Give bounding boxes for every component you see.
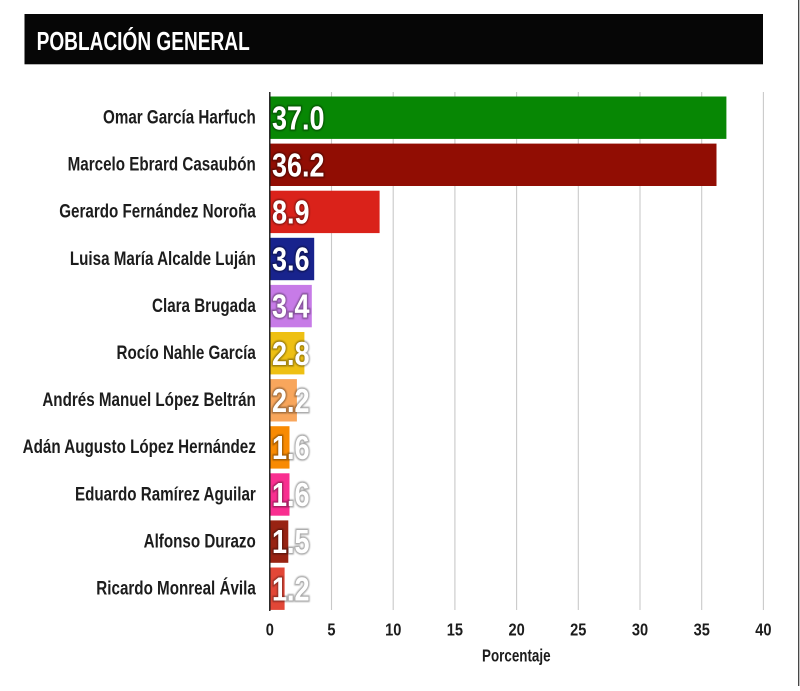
svg-text:3.4: 3.4 <box>272 289 310 325</box>
svg-text:3.4: 3.4 <box>272 289 310 325</box>
svg-text:1.2: 1.2 <box>272 572 310 608</box>
svg-text:2.8: 2.8 <box>272 336 310 372</box>
svg-text:40: 40 <box>755 621 771 639</box>
svg-text:8.9: 8.9 <box>272 195 310 231</box>
svg-text:Andrés Manuel López Beltrán: Andrés Manuel López Beltrán <box>42 388 255 410</box>
svg-text:5: 5 <box>327 621 335 639</box>
svg-text:1.5: 1.5 <box>272 525 310 561</box>
svg-text:2.2: 2.2 <box>272 383 310 419</box>
svg-text:Gerardo Fernández Noroña: Gerardo Fernández Noroña <box>59 200 256 222</box>
svg-text:10: 10 <box>385 621 401 639</box>
svg-text:30: 30 <box>632 621 648 639</box>
svg-text:35: 35 <box>694 621 710 639</box>
svg-text:1.5: 1.5 <box>272 525 310 561</box>
svg-text:Adán Augusto López Hernández: Adán Augusto López Hernández <box>23 435 256 457</box>
svg-text:Omar García Harfuch: Omar García Harfuch <box>103 106 256 128</box>
svg-text:Luisa María Alcalde Luján: Luisa María Alcalde Luján <box>70 247 256 269</box>
svg-text:1.6: 1.6 <box>272 430 310 466</box>
svg-text:20: 20 <box>508 621 524 639</box>
svg-text:36.2: 36.2 <box>272 148 325 184</box>
svg-text:Rocío Nahle García: Rocío Nahle García <box>117 341 257 363</box>
svg-text:Porcentaje: Porcentaje <box>482 647 551 666</box>
svg-text:36.2: 36.2 <box>272 148 325 184</box>
svg-text:1.2: 1.2 <box>272 572 310 608</box>
svg-text:Clara Brugada: Clara Brugada <box>152 294 256 316</box>
svg-text:25: 25 <box>570 621 586 639</box>
svg-text:1.6: 1.6 <box>272 430 310 466</box>
svg-text:8.9: 8.9 <box>272 195 310 231</box>
svg-text:2.2: 2.2 <box>272 383 310 419</box>
svg-text:Ricardo Monreal Ávila: Ricardo Monreal Ávila <box>96 577 256 599</box>
svg-text:POBLACIÓN GENERAL: POBLACIÓN GENERAL <box>37 26 250 56</box>
svg-text:1.6: 1.6 <box>272 478 310 514</box>
svg-text:Alfonso Durazo: Alfonso Durazo <box>144 530 256 552</box>
svg-text:0: 0 <box>266 621 274 639</box>
svg-text:3.6: 3.6 <box>272 242 310 278</box>
svg-text:15: 15 <box>447 621 463 639</box>
svg-text:Eduardo Ramírez Aguilar: Eduardo Ramírez Aguilar <box>75 483 256 505</box>
svg-text:3.6: 3.6 <box>272 242 310 278</box>
svg-text:1.6: 1.6 <box>272 478 310 514</box>
svg-text:Marcelo Ebrard Casaubón: Marcelo Ebrard Casaubón <box>68 153 256 175</box>
svg-text:2.8: 2.8 <box>272 336 310 372</box>
svg-text:37.0: 37.0 <box>272 101 325 137</box>
svg-text:37.0: 37.0 <box>272 101 325 137</box>
